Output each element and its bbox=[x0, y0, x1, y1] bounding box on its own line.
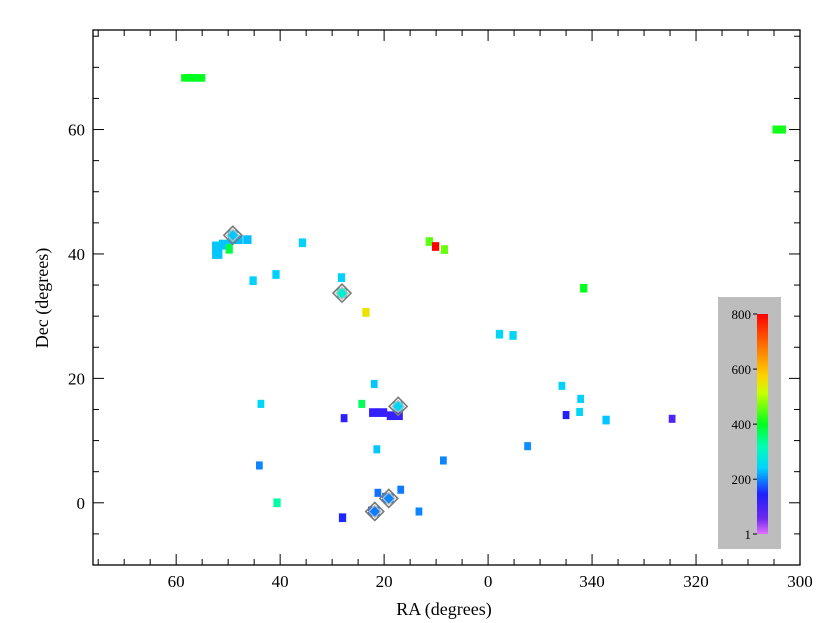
colorbar-tick-label: 600 bbox=[732, 362, 752, 377]
highlight-diamond-marker bbox=[222, 225, 243, 246]
x-tick-label: 20 bbox=[376, 572, 393, 591]
highlight-diamond-inner bbox=[391, 399, 406, 414]
data-point bbox=[440, 456, 447, 465]
data-point bbox=[243, 235, 252, 244]
x-axis-title: RA (degrees) bbox=[396, 599, 491, 620]
highlight-diamond-marker bbox=[378, 488, 399, 509]
data-point bbox=[431, 242, 440, 251]
x-tick-label: 40 bbox=[272, 572, 289, 591]
data-point bbox=[495, 329, 504, 339]
y-tick-label: 20 bbox=[68, 369, 85, 388]
data-point bbox=[370, 379, 378, 389]
data-point bbox=[425, 237, 433, 246]
y-tick-label: 60 bbox=[68, 121, 85, 140]
data-point bbox=[358, 399, 366, 408]
data-point bbox=[227, 230, 238, 241]
data-point bbox=[255, 461, 263, 470]
x-tick-label: 320 bbox=[683, 572, 709, 591]
data-point bbox=[440, 245, 449, 254]
data-point bbox=[772, 125, 786, 134]
data-point bbox=[562, 411, 570, 420]
colorbar-background bbox=[718, 297, 781, 549]
y-tick-label: 40 bbox=[68, 245, 85, 264]
data-point bbox=[337, 273, 346, 282]
colorbar-tick-label: 400 bbox=[732, 417, 752, 432]
highlight-diamond-marker bbox=[388, 396, 409, 417]
plot-border bbox=[92, 29, 801, 566]
y-axis-title: Dec (degrees) bbox=[32, 248, 53, 348]
data-point bbox=[580, 283, 588, 293]
data-point bbox=[249, 276, 257, 286]
highlight-diamond-inner bbox=[335, 286, 349, 300]
colorbar-tick-label: 800 bbox=[732, 307, 752, 322]
data-point bbox=[337, 288, 348, 299]
data-point bbox=[377, 408, 388, 417]
data-point bbox=[374, 488, 382, 497]
highlight-diamond-inner bbox=[367, 504, 382, 519]
data-point bbox=[212, 241, 223, 259]
colorbar-tick-label: 200 bbox=[732, 472, 752, 487]
data-point bbox=[509, 331, 517, 340]
colorbar: 800 600 400 200 1 bbox=[718, 297, 781, 549]
y-tick-label: 0 bbox=[77, 494, 86, 513]
data-point bbox=[577, 394, 585, 403]
data-point bbox=[558, 381, 566, 390]
x-tick-label: 60 bbox=[168, 572, 185, 591]
data-point bbox=[393, 401, 404, 412]
data-point bbox=[668, 414, 676, 423]
data-point bbox=[272, 270, 280, 279]
highlight-diamond-inner bbox=[381, 491, 396, 506]
data-point bbox=[338, 513, 347, 523]
highlight-diamond-inner bbox=[225, 228, 240, 243]
data-point bbox=[273, 498, 281, 508]
data-point bbox=[257, 399, 265, 408]
data-point bbox=[524, 442, 531, 451]
data-point bbox=[225, 244, 233, 254]
data-point bbox=[184, 74, 206, 82]
data-point bbox=[415, 507, 423, 516]
x-tick-label: 340 bbox=[579, 572, 605, 591]
data-point bbox=[298, 238, 307, 248]
data-point bbox=[576, 407, 583, 417]
x-tick-label: 0 bbox=[484, 572, 493, 591]
colorbar-gradient bbox=[757, 314, 768, 534]
data-point bbox=[362, 308, 370, 317]
x-tick-label: 300 bbox=[787, 572, 813, 591]
highlight-diamond-marker bbox=[364, 501, 385, 522]
plot-frame bbox=[92, 29, 801, 566]
data-point bbox=[602, 415, 610, 425]
data-point bbox=[369, 506, 380, 517]
data-point bbox=[340, 414, 348, 423]
data-point bbox=[386, 411, 396, 421]
highlight-diamond-marker bbox=[331, 283, 353, 304]
data-point bbox=[383, 493, 394, 504]
data-point bbox=[369, 408, 379, 417]
colorbar-tick-label: 1 bbox=[745, 527, 752, 542]
data-point bbox=[397, 485, 405, 494]
data-points bbox=[181, 74, 786, 523]
data-point bbox=[373, 445, 381, 454]
